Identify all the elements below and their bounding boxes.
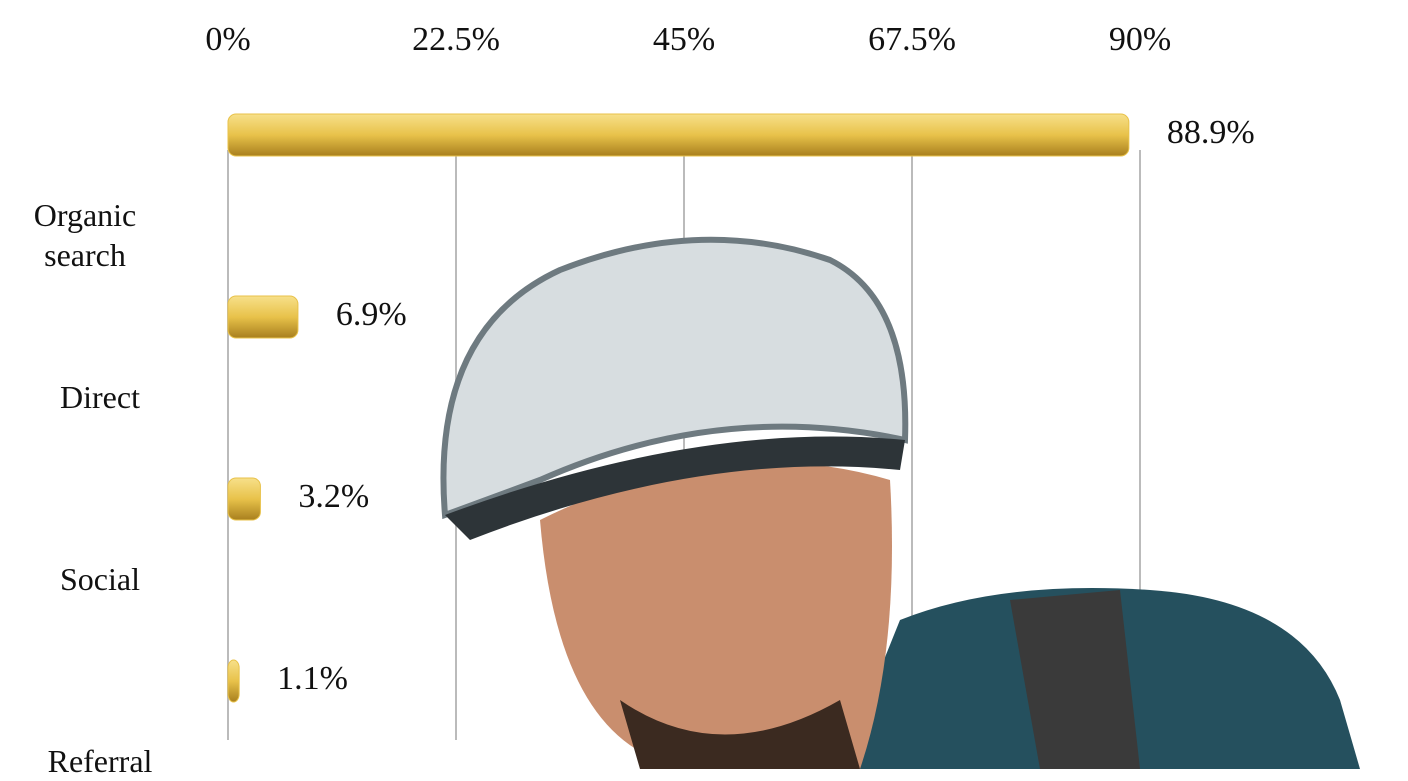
x-tick-label: 67.5% (868, 21, 956, 58)
chart: 0% 22.5% 45% 67.5% 90% 88.9% 6.9% 3.2% 1.1% (0, 0, 1408, 769)
bar (228, 296, 298, 338)
page: 0%22.5%45%67.5%90%88.9%6.9%3.2%1.1% (() … (0, 0, 1408, 769)
bar (228, 478, 260, 520)
category-label: Organic search (20, 195, 150, 275)
value-label: 1.1% (277, 660, 348, 697)
value-label: 88.9% (1167, 114, 1255, 151)
category-label: Direct (20, 377, 180, 417)
x-tick-label: 22.5% (412, 21, 500, 58)
value-label: 6.9% (336, 296, 407, 333)
category-label: Referral (20, 741, 180, 781)
x-tick-label: 0% (205, 21, 250, 58)
category-label: Social (20, 559, 180, 599)
value-label: 3.2% (298, 478, 369, 515)
x-tick-label: 45% (653, 21, 715, 58)
bar (228, 114, 1129, 156)
x-tick-label: 90% (1109, 21, 1171, 58)
bar (228, 660, 239, 702)
